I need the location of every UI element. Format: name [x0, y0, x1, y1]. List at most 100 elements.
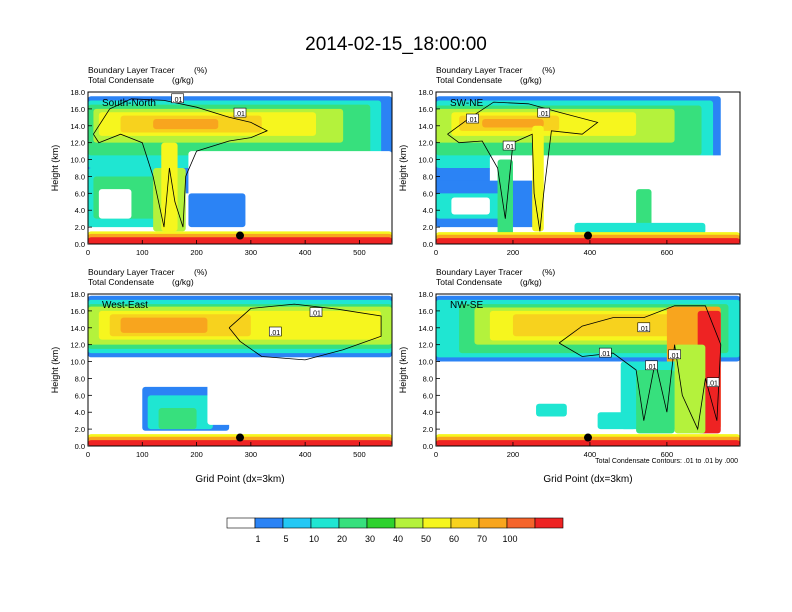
x-tick-label: 0 — [434, 248, 438, 257]
panel-header-title: Total Condensate — [88, 75, 154, 85]
y-tick-label: 8.0 — [75, 172, 85, 181]
colorbar-label: 70 — [477, 534, 487, 544]
panel-header-units: (%) — [542, 267, 555, 277]
field-region-lime — [674, 344, 706, 434]
contour-label-box — [502, 140, 516, 151]
field-region-blue — [188, 193, 246, 228]
y-tick-label: 0.0 — [75, 240, 85, 249]
x-axis-label: Grid Point (dx=3km) — [195, 474, 284, 485]
y-tick-label: 14.0 — [418, 122, 433, 131]
field-region-orange — [153, 119, 219, 130]
panel-header-title: Boundary Layer Tracer — [436, 267, 523, 277]
field-region-white — [207, 370, 392, 425]
panel-header-units: (%) — [542, 65, 555, 75]
colorbar-swatch — [534, 517, 564, 529]
field-region-yellow — [532, 125, 544, 232]
contour-label-box — [706, 377, 720, 387]
panel-header-units: (%) — [194, 65, 207, 75]
y-tick-label: 0.0 — [423, 240, 433, 249]
panel-header-title: Boundary Layer Tracer — [88, 267, 175, 277]
y-tick-label: 0.0 — [75, 442, 85, 451]
contour-label-box — [466, 113, 479, 124]
field-region-teal — [574, 222, 706, 234]
y-tick-label: 10.0 — [418, 358, 433, 367]
field-region-teal — [536, 403, 567, 417]
location-marker — [236, 231, 244, 240]
field-region-red — [436, 440, 740, 446]
contour-label: .01 — [173, 97, 183, 104]
panel-header-title: Total Condensate — [436, 277, 502, 287]
x-tick-label: 0 — [434, 450, 438, 459]
x-tick-label: 200 — [507, 450, 520, 459]
y-tick-label: 14.0 — [418, 324, 433, 333]
contour-label: .01 — [468, 117, 478, 124]
contour-footnote: Total Condensate Contours: .01 to .01 by… — [595, 458, 738, 465]
contour-label: .01 — [270, 330, 280, 337]
location-marker — [584, 231, 592, 240]
colorbar-swatch — [282, 517, 312, 529]
colorbar-swatch — [450, 517, 480, 529]
colorbar-swatch — [254, 517, 284, 529]
colorbar-swatch — [506, 517, 536, 529]
colorbar: 1 5 10 20 30 40 50 60 70 100 — [226, 517, 564, 544]
contour-label-box — [171, 93, 184, 104]
colorbar-label: 60 — [449, 534, 459, 544]
y-tick-label: 8.0 — [423, 172, 433, 181]
y-tick-label: 10.0 — [70, 156, 85, 165]
x-tick-label: 200 — [190, 450, 203, 459]
field-region-green — [636, 370, 675, 434]
x-tick-label: 400 — [299, 248, 312, 257]
contour-label: .01 — [504, 144, 514, 151]
x-tick-label: 100 — [136, 248, 149, 257]
contour-label-box — [537, 107, 551, 118]
field-region-red — [88, 237, 392, 244]
contour-label-box — [599, 347, 612, 358]
y-tick-label: 14.0 — [70, 324, 85, 333]
field-region-orange — [120, 317, 208, 333]
plot-frame — [435, 293, 741, 447]
y-tick-label: 16.0 — [70, 105, 85, 114]
y-tick-label: 18.0 — [70, 290, 85, 299]
field-regions — [88, 96, 392, 244]
contour-label: .01 — [708, 381, 718, 388]
contour-label: .01 — [647, 364, 657, 371]
contour-label: .01 — [539, 111, 549, 118]
x-tick-label: 400 — [584, 450, 597, 459]
panel-south-north: .01 .01 0.0 2.0 4.0 6.0 8.0 10.0 12.0 14.0 16.0 18.… — [50, 65, 393, 257]
x-axis-label: Grid Point (dx=3km) — [543, 474, 632, 485]
contour-label-box — [268, 326, 282, 337]
colorbar-swatch — [394, 517, 424, 529]
condensate-contour — [447, 101, 599, 232]
y-tick-label: 8.0 — [75, 374, 85, 383]
panel-nw-se: .01 .01 .01 .01 .01 0.0 2.0 4.0 6.0 8.0 10.0 12.0 14… — [398, 267, 741, 485]
y-tick-label: 16.0 — [418, 307, 433, 316]
panel-west-east: .01 .01 0.0 2.0 4.0 6.0 8.0 10.0 12.0 14.0 16.0 18.… — [50, 267, 393, 485]
y-tick-label: 14.0 — [70, 122, 85, 131]
field-region-red — [88, 440, 392, 446]
field-region-white — [436, 370, 552, 430]
y-axis-label: Height (km) — [50, 145, 60, 192]
panel-header-units: (g/kg) — [520, 277, 542, 287]
y-tick-label: 18.0 — [418, 290, 433, 299]
y-tick-label: 4.0 — [423, 206, 433, 215]
y-tick-label: 2.0 — [423, 223, 433, 232]
colorbar-label: 20 — [337, 534, 347, 544]
panel-header-units: (g/kg) — [172, 277, 194, 287]
panel-header-title: Total Condensate — [436, 75, 502, 85]
y-tick-label: 12.0 — [418, 341, 433, 350]
y-tick-label: 6.0 — [75, 189, 85, 198]
x-tick-label: 300 — [245, 450, 258, 459]
condensate-contour — [228, 303, 382, 361]
y-tick-label: 6.0 — [423, 189, 433, 198]
y-tick-label: 10.0 — [418, 156, 433, 165]
panel-label: SW-NE — [450, 98, 483, 109]
y-tick-label: 6.0 — [423, 391, 433, 400]
field-region-white — [489, 155, 740, 232]
field-regions — [436, 96, 740, 244]
y-tick-label: 10.0 — [70, 358, 85, 367]
y-tick-label: 12.0 — [418, 139, 433, 148]
field-region-green — [158, 408, 197, 430]
plot-frame — [87, 91, 393, 245]
panel-header-title: Boundary Layer Tracer — [88, 65, 175, 75]
